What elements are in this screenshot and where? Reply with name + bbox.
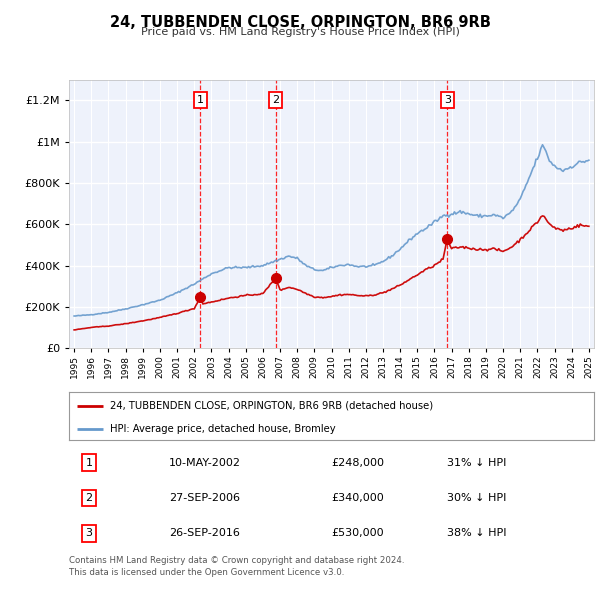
Text: £530,000: £530,000 bbox=[331, 529, 384, 539]
Text: 30% ↓ HPI: 30% ↓ HPI bbox=[447, 493, 506, 503]
Text: 3: 3 bbox=[85, 529, 92, 539]
Text: 10-MAY-2002: 10-MAY-2002 bbox=[169, 457, 241, 467]
Text: Contains HM Land Registry data © Crown copyright and database right 2024.: Contains HM Land Registry data © Crown c… bbox=[69, 556, 404, 565]
Text: HPI: Average price, detached house, Bromley: HPI: Average price, detached house, Brom… bbox=[110, 424, 335, 434]
Text: £248,000: £248,000 bbox=[331, 457, 385, 467]
Text: £340,000: £340,000 bbox=[331, 493, 384, 503]
Text: 1: 1 bbox=[85, 457, 92, 467]
Text: 26-SEP-2016: 26-SEP-2016 bbox=[169, 529, 239, 539]
Text: 2: 2 bbox=[272, 96, 280, 105]
Text: 27-SEP-2006: 27-SEP-2006 bbox=[169, 493, 240, 503]
Text: 1: 1 bbox=[197, 96, 204, 105]
Text: 2: 2 bbox=[85, 493, 92, 503]
Text: 24, TUBBENDEN CLOSE, ORPINGTON, BR6 9RB (detached house): 24, TUBBENDEN CLOSE, ORPINGTON, BR6 9RB … bbox=[110, 401, 433, 411]
Text: 3: 3 bbox=[444, 96, 451, 105]
Text: 31% ↓ HPI: 31% ↓ HPI bbox=[447, 457, 506, 467]
Text: This data is licensed under the Open Government Licence v3.0.: This data is licensed under the Open Gov… bbox=[69, 568, 344, 576]
Text: Price paid vs. HM Land Registry's House Price Index (HPI): Price paid vs. HM Land Registry's House … bbox=[140, 27, 460, 37]
Text: 24, TUBBENDEN CLOSE, ORPINGTON, BR6 9RB: 24, TUBBENDEN CLOSE, ORPINGTON, BR6 9RB bbox=[110, 15, 490, 30]
Text: 38% ↓ HPI: 38% ↓ HPI bbox=[447, 529, 506, 539]
